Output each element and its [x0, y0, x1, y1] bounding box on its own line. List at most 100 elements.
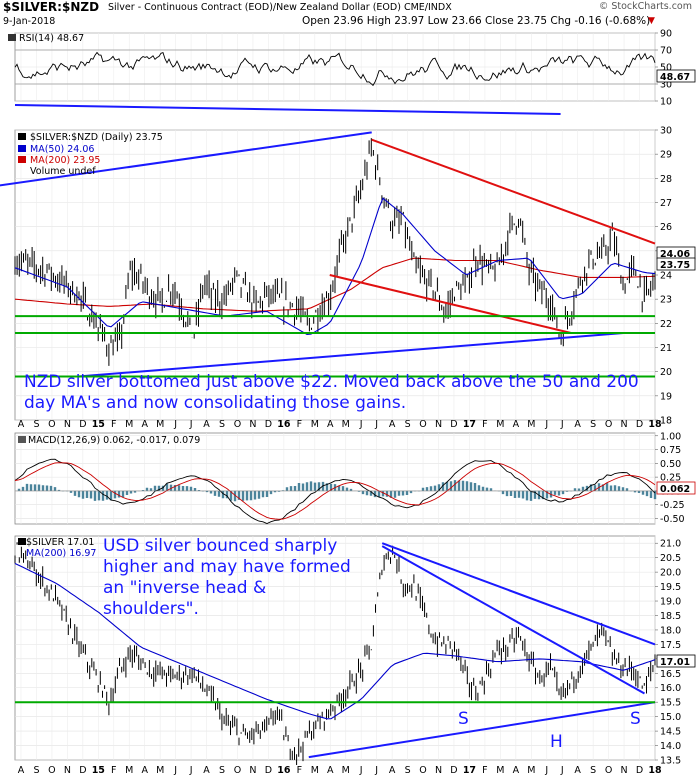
x-tick-label: A	[18, 765, 25, 776]
x-tick-label: O	[234, 765, 241, 776]
left-shoulder-label: S	[458, 709, 469, 729]
y-tick-label: 70	[660, 46, 672, 57]
x-tick-label: M	[156, 419, 164, 430]
x-tick-label: N	[249, 419, 256, 430]
y-tick-label: -0.50	[660, 514, 685, 525]
nzd-legend-price: $SILVER:$NZD (Daily) 23.75	[30, 132, 163, 143]
x-tick-label: O	[48, 419, 55, 430]
x-tick-label: J	[560, 765, 564, 776]
usd-annotation-line3: an "inverse head &	[103, 578, 266, 598]
x-tick-label: A	[203, 419, 210, 430]
downtrend-steep-line	[381, 545, 645, 695]
y-tick-label: 22	[660, 319, 672, 330]
chart-ticker: $SILVER:$NZD	[3, 0, 100, 14]
nzd-price-bars	[14, 138, 656, 366]
x-tick-label: A	[141, 419, 148, 430]
y-tick-label: 26	[660, 222, 672, 233]
y-tick-label: 0.25	[660, 473, 681, 484]
y-tick-label: 50	[660, 63, 672, 74]
x-tick-label: J	[374, 419, 378, 430]
y-tick-label: 10	[660, 97, 672, 108]
y-tick-label: 27	[660, 198, 672, 209]
y-tick-label: 21	[660, 343, 672, 354]
y-tick-label: 16.0	[660, 683, 681, 694]
y-tick-label: 15.5	[660, 698, 681, 709]
y-tick-label: 0.75	[660, 445, 681, 456]
right-shoulder-label: S	[630, 709, 641, 729]
rsi-title: RSI(14) 48.67	[19, 33, 84, 44]
x-tick-label: J	[189, 765, 193, 776]
x-tick-label: F	[482, 765, 487, 776]
x-tick-label: S	[219, 765, 225, 776]
x-tick-label: 18	[648, 765, 662, 776]
x-tick-label: O	[234, 419, 241, 430]
panel-frame-macd	[14, 432, 656, 525]
nzd-close-value: 23.75	[660, 260, 690, 271]
nzd-ma50-value: 24.06	[660, 249, 690, 260]
y-tick-label: 18.5	[660, 611, 681, 622]
x-tick-label: A	[513, 419, 520, 430]
neckline-up-line	[308, 701, 656, 759]
usd-legend-price: $SILVER 17.01	[26, 537, 94, 548]
x-tick-label: N	[249, 765, 256, 776]
usd-legend-ma200: MA(200) 16.97	[26, 548, 96, 559]
x-tick-label: S	[590, 765, 596, 776]
y-tick-label: 20.0	[660, 568, 681, 579]
macd-current-value-box	[656, 481, 696, 495]
y-tick-label: 30	[660, 80, 672, 91]
nzd-legend-volume: Volume undef	[30, 166, 96, 177]
x-tick-label: M	[311, 419, 319, 430]
y-tick-label: 24	[660, 271, 672, 282]
nzd-close-value-box	[656, 257, 696, 271]
y-tick-label: 23	[660, 295, 672, 306]
x-tick-label: D	[636, 419, 643, 430]
x-tick-label: S	[33, 765, 39, 776]
x-tick-label: J	[173, 765, 177, 776]
ma50-line	[14, 197, 656, 335]
y-tick-label: 19	[660, 391, 672, 402]
y-tick-label: 90	[660, 29, 672, 40]
y-tick-label: 29	[660, 150, 672, 161]
rsi-current-value-box	[656, 69, 696, 83]
x-tick-label: D	[450, 765, 457, 776]
upper-channel-line	[371, 138, 656, 245]
x-tick-label: M	[496, 419, 504, 430]
x-tick-label: M	[527, 765, 535, 776]
x-tick-label: M	[342, 419, 350, 430]
nzd-legend-swatch	[18, 133, 26, 140]
y-tick-label: 19.5	[660, 582, 681, 593]
x-tick-label: D	[636, 765, 643, 776]
usd-swatch	[18, 538, 26, 545]
x-tick-label: O	[605, 419, 612, 430]
y-tick-label: 14.5	[660, 727, 681, 738]
y-tick-label: 20.5	[660, 553, 681, 564]
x-tick-label: M	[496, 765, 504, 776]
chart-description: Silver - Continuous Contract (EOD)/New Z…	[108, 2, 452, 13]
x-tick-label: F	[111, 419, 116, 430]
x-tick-label: A	[513, 765, 520, 776]
x-tick-label: O	[48, 765, 55, 776]
rsi-swatch	[8, 34, 16, 41]
x-tick-label: N	[435, 765, 442, 776]
x-tick-label: A	[327, 765, 334, 776]
x-tick-label: S	[590, 419, 596, 430]
x-tick-label: A	[574, 765, 581, 776]
x-tick-label: S	[219, 419, 225, 430]
x-tick-label: N	[621, 419, 628, 430]
rsi-current-value: 48.67	[660, 72, 690, 83]
y-tick-label: 18	[660, 416, 672, 427]
x-tick-label: M	[311, 765, 319, 776]
x-tick-label: J	[189, 419, 193, 430]
y-tick-label: 15.0	[660, 712, 681, 723]
lower-channel-line	[329, 274, 572, 334]
x-tick-label: N	[64, 419, 71, 430]
x-tick-label: O	[419, 419, 426, 430]
x-tick-label: D	[265, 765, 272, 776]
usd-annotation-line4: shoulders".	[103, 599, 199, 619]
x-tick-label: J	[173, 419, 177, 430]
page-title: $SILVER:$NZD Silver - Continuous Contrac…	[0, 0, 700, 30]
x-tick-label: A	[327, 419, 334, 430]
usd-annotation-line2: higher and may have formed	[103, 557, 351, 577]
x-tick-label: M	[527, 419, 535, 430]
y-tick-label: 18.0	[660, 625, 681, 636]
